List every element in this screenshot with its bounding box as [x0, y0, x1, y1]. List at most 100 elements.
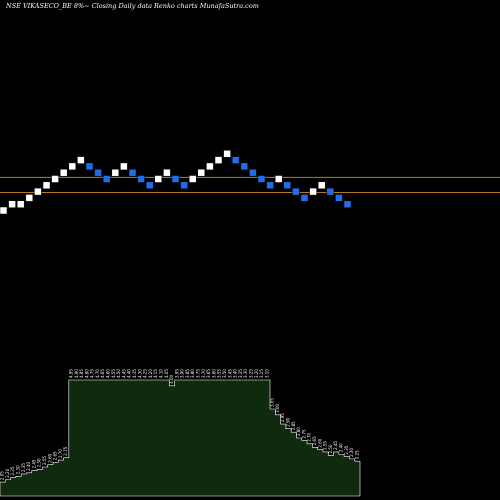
renko-brick-up: [0, 206, 8, 215]
volume-label: 2.95: [280, 413, 285, 422]
volume-label: 3.20: [254, 369, 259, 378]
volume-label: 3.70: [201, 369, 206, 378]
renko-brick-up: [214, 156, 223, 164]
volume-label: 2.70: [307, 432, 312, 441]
renko-brick-down: [94, 168, 102, 177]
volume-label: 4.30: [137, 369, 142, 378]
renko-brick-up: [154, 175, 163, 183]
volume-label: 2.25: [354, 450, 359, 459]
renko-brick-up: [317, 181, 326, 190]
volume-label: 2.65: [312, 436, 317, 445]
volume-label: 3.95: [174, 369, 179, 378]
volume-label: 4.85: [79, 369, 84, 378]
volume-label: 4.95: [68, 369, 73, 378]
volume-label: 3.50: [222, 369, 227, 378]
renko-brick-down: [249, 168, 257, 177]
renko-brick-up: [59, 168, 68, 177]
volume-label: 3.00: [275, 403, 280, 412]
renko-brick-up: [163, 168, 171, 177]
volume-label: 2.35: [21, 463, 26, 472]
volume-label: 4.25: [143, 369, 148, 378]
renko-brick-up: [34, 187, 42, 196]
volume-label: 2.90: [286, 417, 291, 426]
renko-brick-up: [51, 175, 59, 183]
volume-labels: 2.05 2.20 2.25 2.30 2.35 2.40 2.45 2.50 2.55 2.60…: [0, 369, 359, 480]
volume-label: 2.25: [10, 466, 15, 475]
renko-brick-down: [335, 194, 343, 202]
renko-brick-down: [292, 187, 300, 196]
volume-label: 2.45: [333, 441, 338, 450]
volume-label: 4.65: [100, 369, 105, 378]
volume-label: 4.20: [148, 369, 153, 378]
volume-label: 3.05: [270, 398, 275, 407]
renko-brick-up: [68, 162, 77, 171]
volume-label: 4.00: [169, 374, 174, 383]
renko-brick-up: [188, 175, 197, 183]
volume-label: 2.60: [47, 453, 52, 462]
volume-label: 3.65: [206, 369, 211, 378]
volume-label: 4.45: [121, 369, 126, 378]
volume-label: 4.90: [74, 369, 79, 378]
chart-title: NSE VIKASECO_BE 8%~ Closing Daily data R…: [5, 2, 259, 10]
volume-label: 2.75: [301, 429, 306, 438]
volume-label: 2.40: [26, 461, 31, 470]
renko-brick-up: [25, 194, 34, 202]
renko-bricks: [0, 150, 352, 215]
volume-label: 3.45: [227, 369, 232, 378]
renko-brick-down: [102, 175, 111, 183]
renko-brick-down: [326, 187, 335, 196]
volume-label: 4.60: [106, 369, 111, 378]
volume-label: 4.05: [164, 369, 169, 378]
volume-label: 4.70: [95, 369, 100, 378]
volume-label: 3.55: [217, 369, 222, 378]
renko-brick-up: [111, 168, 120, 177]
renko-brick-up: [8, 200, 16, 208]
volume-label: 4.80: [84, 369, 89, 378]
volume-label: 2.05: [0, 471, 5, 480]
renko-brick-down: [85, 162, 94, 171]
volume-label: 3.35: [238, 369, 243, 378]
renko-brick-down: [231, 156, 240, 164]
renko-brick-down: [171, 175, 180, 183]
volume-label: 2.45: [31, 459, 36, 468]
volume-area: [0, 379, 361, 497]
renko-brick-down: [240, 162, 249, 171]
renko-brick-down: [283, 181, 292, 190]
volume-label: 2.20: [5, 468, 10, 477]
volume-label: 2.55: [323, 441, 328, 450]
renko-brick-down: [266, 181, 274, 190]
volume-label: 2.30: [349, 448, 354, 457]
renko-brick-down: [128, 168, 137, 177]
renko-brick-up: [120, 162, 128, 171]
renko-brick-up: [223, 150, 231, 158]
volume-label: 3.60: [211, 369, 216, 378]
volume-label: 3.75: [196, 369, 201, 378]
volume-label: 2.60: [317, 438, 322, 447]
renko-brick-down: [257, 175, 266, 183]
volume-label: 3.25: [248, 369, 253, 378]
volume-label: 4.75: [90, 369, 95, 378]
volume-label: 2.65: [53, 451, 58, 460]
renko-brick-down: [343, 200, 352, 208]
volume-label: 3.40: [233, 369, 238, 378]
volume-label: 3.80: [190, 369, 195, 378]
volume-label: 4.55: [111, 369, 116, 378]
renko-brick-down: [137, 175, 145, 183]
volume-label: 3.10: [264, 369, 269, 378]
volume-label: 4.10: [158, 369, 163, 378]
volume-label: 4.15: [153, 369, 158, 378]
volume-step-area: [0, 379, 361, 497]
volume-label: 2.75: [63, 446, 68, 455]
renko-brick-up: [206, 162, 214, 171]
volume-label: 2.55: [42, 456, 47, 465]
volume-label: 4.35: [132, 369, 137, 378]
volume-label: 2.50: [328, 444, 333, 453]
renko-brick-up: [42, 181, 51, 190]
volume-label: 3.15: [259, 369, 264, 378]
renko-brick-down: [300, 194, 309, 202]
volume-label: 2.35: [344, 445, 349, 454]
volume-label: 2.80: [296, 427, 301, 436]
renko-brick-up: [197, 168, 206, 177]
renko-brick-up: [77, 156, 85, 164]
